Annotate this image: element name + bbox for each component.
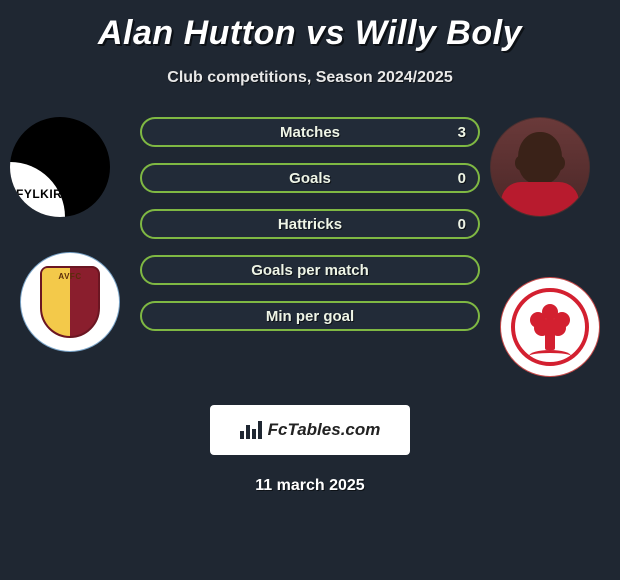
- stat-row-mpg: Min per goal: [140, 301, 480, 331]
- stat-label: Hattricks: [278, 216, 342, 233]
- aston-villa-icon: AVFC: [21, 253, 119, 351]
- subtitle: Club competitions, Season 2024/2025: [0, 69, 620, 87]
- stat-label: Matches: [280, 124, 340, 141]
- stat-row-goals: Goals 0: [140, 163, 480, 193]
- comparison-content: FYLKIR AVFC: [0, 117, 620, 377]
- player-shirt: [501, 182, 579, 216]
- nottingham-forest-icon: [501, 278, 599, 376]
- avfc-label: AVFC: [42, 272, 98, 281]
- forest-wave: [529, 350, 571, 356]
- stat-row-hattricks: Hattricks 0: [140, 209, 480, 239]
- stat-row-gpm: Goals per match: [140, 255, 480, 285]
- stat-bars: Matches 3 Goals 0 Hattricks 0 Goals per …: [140, 117, 480, 347]
- chart-icon: [240, 421, 262, 439]
- site-badge: FcTables.com: [210, 405, 410, 455]
- forest-tree: [530, 304, 570, 350]
- stat-row-matches: Matches 3: [140, 117, 480, 147]
- stat-label: Goals per match: [251, 262, 369, 279]
- stat-value-right: 3: [458, 124, 466, 141]
- stat-value-right: 0: [458, 216, 466, 233]
- forest-badge-ring: [511, 288, 589, 366]
- left-club-crest-1: FYLKIR: [10, 117, 110, 217]
- fylkir-label: FYLKIR: [16, 187, 62, 201]
- player-face-icon: [491, 118, 589, 216]
- stat-value-right: 0: [458, 170, 466, 187]
- player-head: [518, 132, 562, 184]
- page-title: Alan Hutton vs Willy Boly: [0, 0, 620, 53]
- footer-date: 11 march 2025: [0, 477, 620, 495]
- avfc-shield: AVFC: [40, 266, 100, 338]
- right-club-crest: [500, 277, 600, 377]
- left-club-crest-2: AVFC: [20, 252, 120, 352]
- forest-trunk: [545, 332, 555, 350]
- fylkir-icon: FYLKIR: [10, 117, 110, 217]
- stat-label: Goals: [289, 170, 331, 187]
- right-player-photo: [490, 117, 590, 217]
- site-name: FcTables.com: [268, 420, 381, 440]
- stat-label: Min per goal: [266, 308, 354, 325]
